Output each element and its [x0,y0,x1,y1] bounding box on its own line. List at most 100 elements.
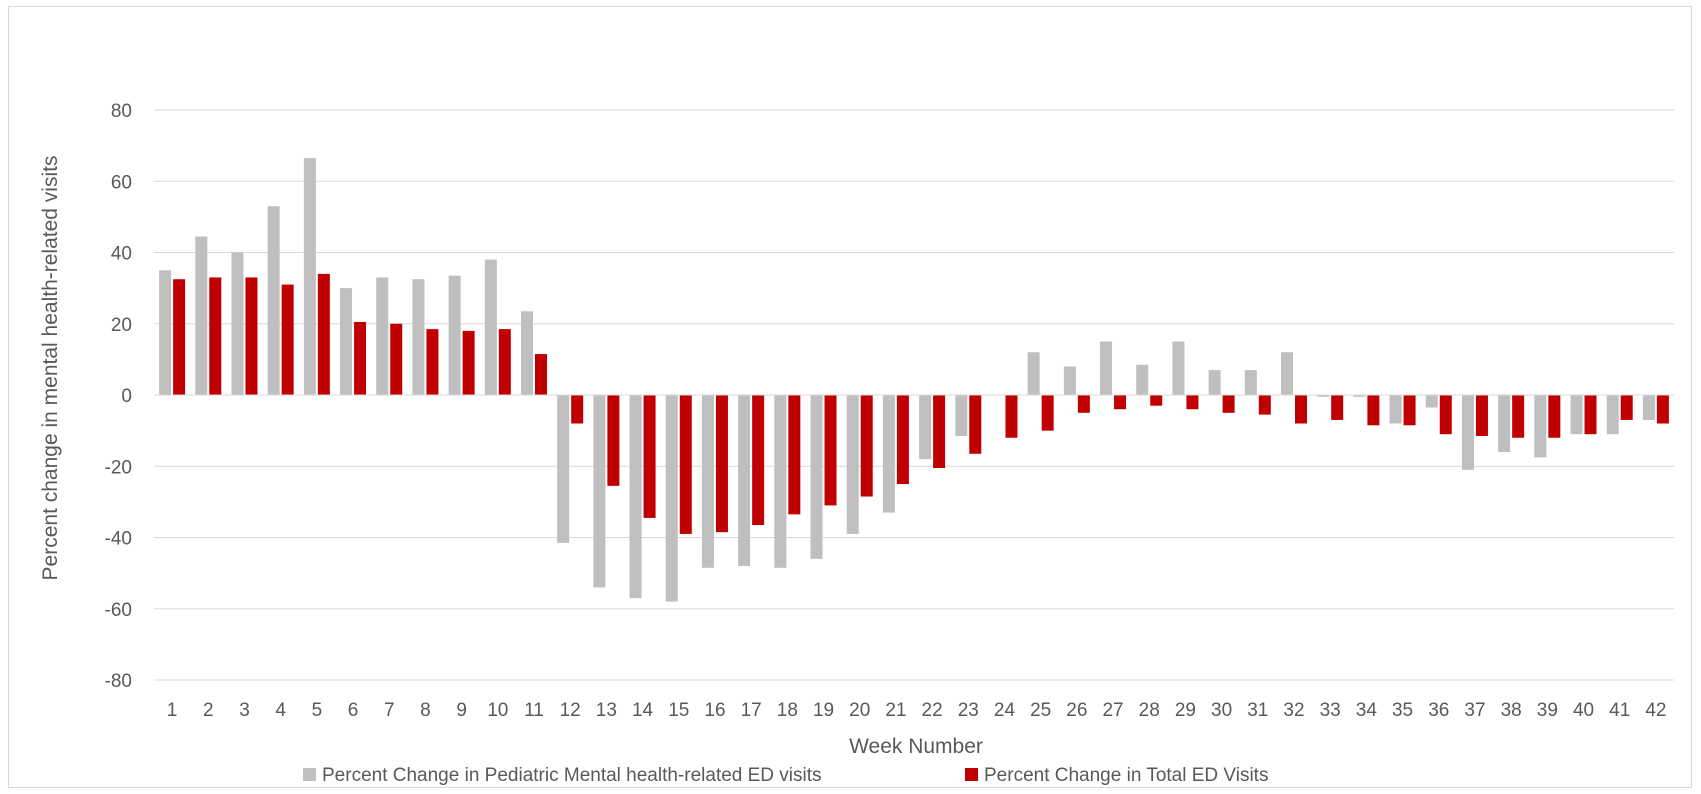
bar-pediatric-mental-health [376,277,389,395]
bar-total-ed-visits [643,395,656,518]
x-tick-label: 25 [1030,700,1051,721]
bar-total-ed-visits [1512,395,1525,438]
bar-pediatric-mental-health [738,395,751,566]
x-tick-label: 15 [668,700,689,721]
bar-total-ed-visits [1114,395,1127,410]
x-tick-label: 16 [704,700,725,721]
x-tick-label: 39 [1537,700,1558,721]
bar-total-ed-visits [788,395,801,515]
x-tick-label: 26 [1066,700,1087,721]
bar-pediatric-mental-health [521,311,533,395]
x-tick-label: 20 [849,700,870,721]
bar-total-ed-visits [173,279,186,395]
bar-total-ed-visits [860,395,873,497]
y-axis-tick-labels: -80 -60 -40 -20 0 20 40 60 80 [105,101,132,692]
bar-pediatric-mental-health [484,259,497,396]
x-tick-label: 22 [922,700,943,721]
bar-total-ed-visits [1222,395,1235,413]
x-tick-label: 8 [420,700,431,721]
bar-pediatric-mental-health [1498,395,1511,452]
bar-pediatric-mental-health [629,395,642,599]
x-tick-label: 5 [312,700,323,721]
bar-pediatric-mental-health [1281,352,1293,395]
bar-pediatric-mental-health [159,270,172,395]
y-tick-label: -60 [105,600,132,621]
bar-pediatric-mental-health [1100,341,1113,395]
bar-pediatric-mental-health [1027,352,1040,395]
legend-label-total: Percent Change in Total ED Visits [984,765,1268,786]
x-axis-tick-labels: 1 2 3 4 5 6 7 8 9 10 11 12 13 14 15 16 17 18 19 20 21 22 23 24 2… [167,700,1667,721]
bar-total-ed-visits [1367,395,1380,426]
x-tick-label: 42 [1645,700,1666,721]
bar-pediatric-mental-health [810,395,823,559]
x-tick-label: 30 [1211,700,1232,721]
bar-pediatric-mental-health [1063,366,1076,395]
bar-total-ed-visits [317,273,330,396]
legend-swatch-total [965,768,978,781]
bar-total-ed-visits [462,330,475,396]
bar-total-ed-visits [1186,395,1199,410]
bar-pediatric-mental-health [1534,395,1547,458]
bar-pediatric-mental-health [231,252,244,395]
y-tick-label: 20 [111,315,132,336]
x-tick-label: 28 [1139,700,1160,721]
x-tick-label: 37 [1464,700,1485,721]
bar-total-ed-visits [1656,395,1669,424]
bar-pediatric-mental-health [1389,395,1402,424]
bar-total-ed-visits [679,395,692,534]
x-tick-label: 2 [203,700,214,721]
y-tick-label: 40 [111,244,132,265]
bars [159,158,1669,602]
bar-total-ed-visits [281,284,294,395]
x-tick-label: 7 [384,700,395,721]
bar-total-ed-visits [824,395,837,506]
x-tick-label: 33 [1320,700,1341,721]
bar-pediatric-mental-health [846,395,859,534]
bar-total-ed-visits [209,277,222,395]
bar-pediatric-mental-health [195,236,208,395]
bar-total-ed-visits [1439,395,1452,435]
bar-pediatric-mental-health [1606,395,1619,435]
x-tick-label: 21 [885,700,906,721]
x-tick-label: 34 [1356,700,1378,721]
x-tick-label: 9 [456,700,467,721]
x-axis-title: Week Number [849,735,983,758]
x-tick-label: 31 [1247,700,1268,721]
bar-total-ed-visits [426,329,439,395]
x-tick-label: 3 [239,700,250,721]
bar-total-ed-visits [1041,395,1054,431]
x-tick-label: 17 [741,700,762,721]
bar-total-ed-visits [969,395,982,454]
x-tick-label: 41 [1609,700,1630,721]
legend-swatch-pediatric [303,768,316,781]
x-tick-label: 6 [348,700,359,721]
bar-total-ed-visits [933,395,946,469]
x-tick-label: 29 [1175,700,1196,721]
bar-pediatric-mental-health [267,206,280,395]
bar-pediatric-mental-health [448,275,461,395]
bar-total-ed-visits [245,277,258,395]
x-tick-label: 27 [1102,700,1123,721]
x-tick-label: 4 [275,700,286,721]
bar-pediatric-mental-health [919,395,932,460]
bar-pediatric-mental-health [1208,370,1221,395]
bar-pediatric-mental-health [774,395,787,568]
x-tick-label: 35 [1392,700,1413,721]
bar-pediatric-mental-health [1425,395,1438,408]
x-tick-label: 23 [958,700,979,721]
bar-total-ed-visits [390,323,403,395]
bar-total-ed-visits [607,395,620,486]
y-tick-label: -20 [105,457,132,478]
x-tick-label: 38 [1501,700,1522,721]
y-tick-label: -40 [105,529,132,550]
x-tick-label: 12 [560,700,581,721]
x-tick-label: 40 [1573,700,1594,721]
bar-total-ed-visits [752,395,765,526]
bar-total-ed-visits [1077,395,1090,413]
x-tick-label: 1 [167,700,178,721]
y-tick-label: 60 [111,172,132,193]
y-tick-label: 0 [121,386,132,407]
y-tick-label: -80 [105,671,132,692]
gridlines [154,109,1674,681]
